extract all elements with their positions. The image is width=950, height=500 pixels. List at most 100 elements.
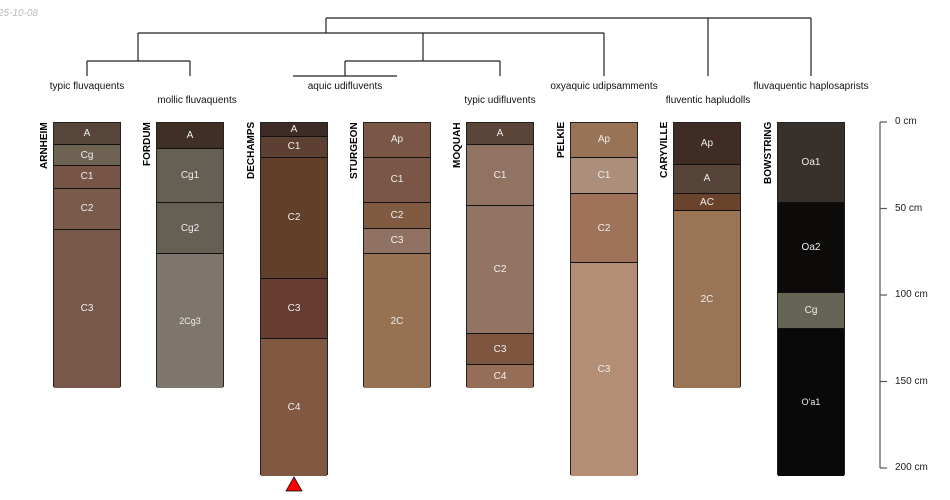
soil-profile: A Cg C1 C2 C3 (53, 122, 121, 388)
horizon: 2C (674, 211, 740, 388)
horizon: C2 (364, 202, 430, 229)
horizon-label: Oa2 (801, 241, 821, 253)
soil-profile: Oa1 Oa2 Cg O'a1 (777, 122, 845, 476)
soil-profile: Ap C1 C2 C3 2C (363, 122, 431, 388)
taxon-label: fluvaquentic haplosaprists (753, 81, 869, 92)
horizon: C3 (467, 334, 533, 366)
profile-name: PELKIE (556, 121, 567, 158)
profile-name: CARYVILLE (659, 121, 670, 178)
horizon-label: Oa1 (801, 156, 821, 168)
soil-profile: A C1 C2 C3 C4 (260, 122, 328, 476)
horizon-label: C1 (390, 174, 404, 186)
horizon: 2C (364, 254, 430, 388)
horizon-label: AC (700, 196, 714, 208)
horizon: Cg (778, 292, 844, 329)
horizon: 2Cg3 (157, 254, 223, 388)
profile-name: STURGEON (349, 122, 360, 179)
soil-profile: A C1 C2 C3 C4 (466, 122, 534, 388)
taxon-label: aquic udifluvents (307, 81, 383, 92)
horizon-label: A (496, 128, 504, 140)
horizon-label: C2 (390, 209, 404, 221)
horizon: Ap (571, 123, 637, 158)
taxon-label: typic fluvaquents (49, 81, 125, 92)
horizon-label: C2 (493, 264, 507, 276)
soil-profile: A Cg1 Cg2 2Cg3 (156, 122, 224, 388)
horizon: A (261, 123, 327, 137)
truncation-marker-icon (285, 476, 303, 492)
horizon-label: C3 (80, 303, 94, 315)
horizon: Ap (364, 123, 430, 158)
horizon: C4 (261, 339, 327, 476)
horizon: Ap (674, 123, 740, 165)
profile-name: ARNHEIM (39, 122, 50, 169)
horizon: C2 (571, 193, 637, 264)
horizon: C1 (261, 136, 327, 158)
horizon-label: C3 (493, 343, 507, 355)
depth-tick-label: 0 cm (895, 115, 917, 127)
horizon: C2 (261, 157, 327, 279)
horizon: C4 (467, 365, 533, 388)
horizon: A (674, 164, 740, 194)
depth-tick-label: 100 cm (895, 288, 928, 300)
horizon-label: O'a1 (801, 397, 821, 408)
horizon: AC (674, 193, 740, 212)
horizon: Cg (54, 145, 120, 167)
taxon-label: fluventic hapludolls (665, 95, 751, 106)
horizon-label: C2 (80, 203, 94, 215)
horizon-label: Cg (80, 149, 94, 161)
horizon-label: 2C (700, 293, 714, 305)
taxon-label: mollic fluvaquents (157, 95, 237, 106)
horizon: C3 (571, 263, 637, 476)
horizon-label: C3 (287, 302, 301, 314)
horizon-label: Cg2 (180, 222, 200, 234)
horizon-label: C2 (287, 212, 301, 224)
horizon: O'a1 (778, 328, 844, 476)
horizon-label: A (290, 123, 298, 135)
horizon: C1 (571, 157, 637, 194)
horizon-label: C1 (80, 171, 94, 183)
horizon-label: C1 (287, 141, 301, 153)
horizon-label: Ap (597, 134, 611, 146)
horizon: C2 (467, 206, 533, 335)
horizon-label: C3 (390, 235, 404, 247)
horizon-label: Ap (700, 137, 714, 149)
horizon: A (467, 123, 533, 146)
horizon: C1 (54, 166, 120, 189)
profile-name: BOWSTRING (763, 121, 774, 184)
horizon: Cg2 (157, 202, 223, 255)
horizon-label: C1 (597, 169, 611, 181)
horizon-label: A (703, 173, 711, 185)
horizon: Oa1 (778, 123, 844, 203)
horizon: C2 (54, 188, 120, 231)
depth-tick-label: 200 cm (895, 461, 928, 473)
depth-tick-label: 150 cm (895, 375, 928, 387)
horizon: C3 (54, 230, 120, 388)
horizon: C1 (364, 157, 430, 203)
profile-name: FORDUM (142, 122, 153, 166)
horizon: A (157, 123, 223, 149)
profile-name: MOQUAH (452, 122, 463, 168)
horizon-label: A (186, 129, 194, 141)
horizon: C3 (261, 278, 327, 340)
horizon-label: C1 (493, 169, 507, 181)
horizon-label: Cg (804, 304, 818, 316)
taxon-label: oxyaquic udipsamments (550, 81, 658, 92)
soil-profile: Ap A AC 2C (673, 122, 741, 388)
soil-profile: Ap C1 C2 C3 (570, 122, 638, 476)
horizon-label: C4 (493, 370, 507, 382)
horizon: C3 (364, 228, 430, 255)
horizon: Cg1 (157, 148, 223, 203)
horizon-label: Cg1 (180, 169, 200, 181)
horizon-label: C3 (597, 364, 611, 376)
profile-name: DECHAMPS (246, 121, 257, 179)
horizon: C1 (467, 145, 533, 207)
date-stamp: 25-10-08 (0, 8, 39, 19)
horizon-label: 2Cg3 (179, 316, 201, 327)
horizon-label: Ap (390, 134, 404, 146)
depth-tick-label: 50 cm (895, 202, 923, 214)
horizon-label: 2C (390, 315, 404, 327)
horizon-label: C4 (287, 402, 301, 414)
horizon: A (54, 123, 120, 146)
taxon-label: typic udifluvents (464, 95, 536, 106)
